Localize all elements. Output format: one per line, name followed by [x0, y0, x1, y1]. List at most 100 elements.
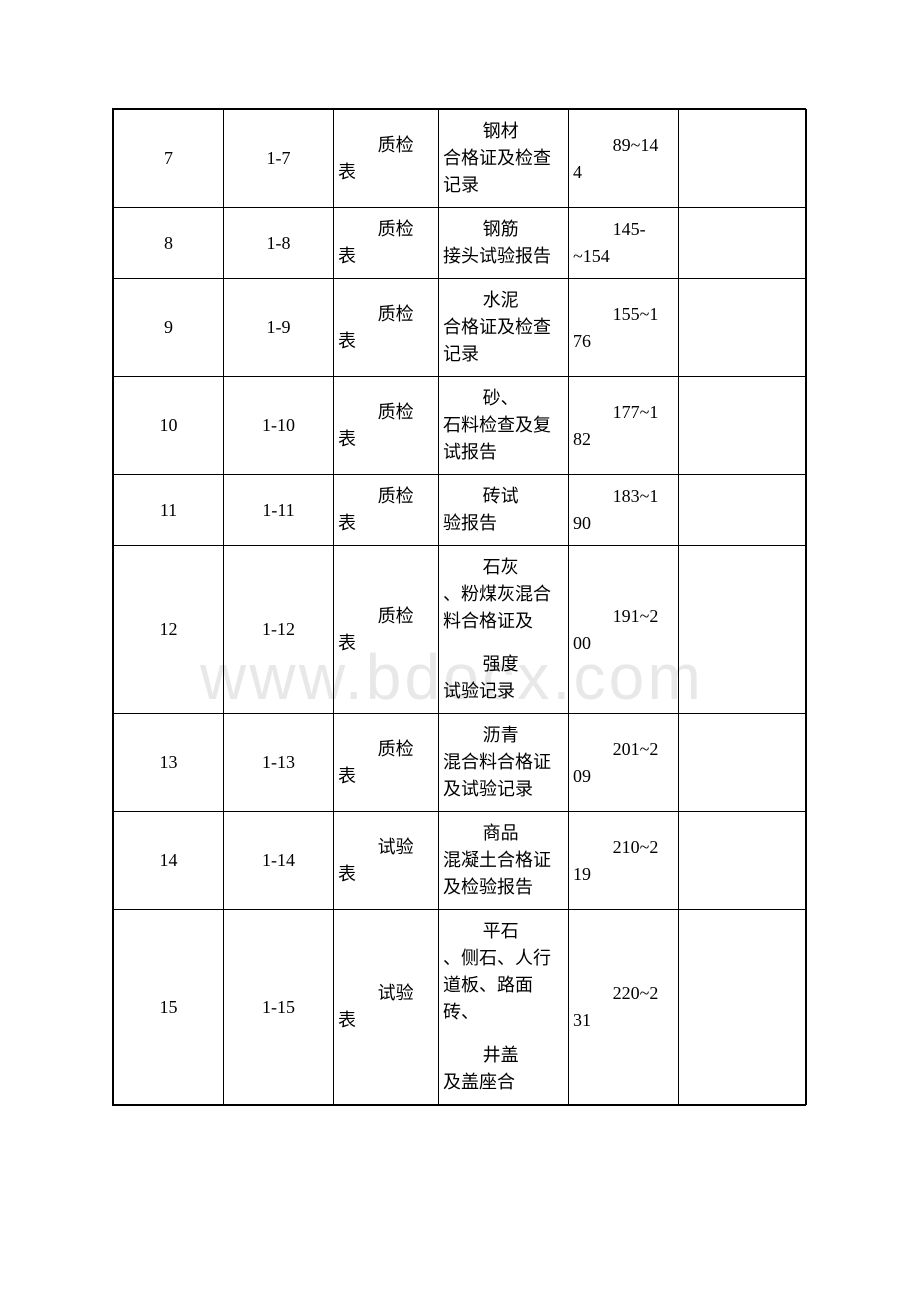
- cell-name-first: 砂、: [443, 385, 562, 412]
- cell-name-rest: 、侧石、人行道板、路面砖、: [443, 945, 562, 1026]
- cell-pages-line2: 00: [573, 630, 672, 657]
- table-row: 111-11质检表砖试验报告183~190: [114, 475, 807, 546]
- cell-remark: [679, 546, 807, 714]
- cell-category-line2: 表: [338, 630, 432, 657]
- cell-name: 钢材合格证及检查记录: [439, 110, 569, 208]
- cell-pages: 145-~154: [569, 208, 679, 279]
- cell-category-line2: 表: [338, 861, 432, 888]
- cell-seq: 13: [114, 714, 224, 812]
- cell-name-extra-rest: 及盖座合: [443, 1069, 562, 1096]
- cell-name: 钢筋接头试验报告: [439, 208, 569, 279]
- cell-code: 1-14: [224, 812, 334, 910]
- cell-code: 1-8: [224, 208, 334, 279]
- cell-pages-line1: 220~2: [573, 980, 672, 1007]
- cell-name-first: 平石: [443, 918, 562, 945]
- cell-pages-line1: 155~1: [573, 301, 672, 328]
- cell-remark: [679, 475, 807, 546]
- cell-seq: 9: [114, 279, 224, 377]
- cell-pages: 210~219: [569, 812, 679, 910]
- cell-pages-line2: 76: [573, 328, 672, 355]
- document-table-container: 71-7质检表钢材合格证及检查记录89~14481-8质检表钢筋接头试验报告14…: [112, 108, 806, 1106]
- cell-name-rest: 混合料合格证及试验记录: [443, 749, 562, 803]
- cell-name-first: 钢筋: [443, 216, 562, 243]
- cell-name-rest: 合格证及检查记录: [443, 145, 562, 199]
- cell-name: 砖试验报告: [439, 475, 569, 546]
- cell-pages-line1: 210~2: [573, 834, 672, 861]
- cell-category-line1: 质检: [338, 301, 432, 328]
- cell-category: 质检表: [334, 279, 439, 377]
- cell-remark: [679, 279, 807, 377]
- cell-category: 质检表: [334, 475, 439, 546]
- cell-remark: [679, 110, 807, 208]
- cell-category-line1: 质检: [338, 483, 432, 510]
- cell-pages-line2: 82: [573, 426, 672, 453]
- cell-category-line1: 质检: [338, 399, 432, 426]
- cell-pages-line2: 09: [573, 763, 672, 790]
- cell-pages-line2: 4: [573, 159, 672, 186]
- cell-pages-line1: 177~1: [573, 399, 672, 426]
- cell-name: 沥青混合料合格证及试验记录: [439, 714, 569, 812]
- cell-category-line2: 表: [338, 1007, 432, 1034]
- cell-pages: 177~182: [569, 377, 679, 475]
- cell-category-line2: 表: [338, 243, 432, 270]
- cell-pages-line2: 31: [573, 1007, 672, 1034]
- table-row: 81-8质检表钢筋接头试验报告145-~154: [114, 208, 807, 279]
- cell-seq: 15: [114, 910, 224, 1105]
- cell-name: 商品混凝土合格证及检验报告: [439, 812, 569, 910]
- cell-category: 试验表: [334, 910, 439, 1105]
- cell-name-rest: 、粉煤灰混合料合格证及: [443, 581, 562, 635]
- cell-code: 1-9: [224, 279, 334, 377]
- cell-category-line1: 试验: [338, 834, 432, 861]
- cell-category: 质检表: [334, 208, 439, 279]
- cell-pages-line1: 191~2: [573, 603, 672, 630]
- cell-pages-line1: 183~1: [573, 483, 672, 510]
- cell-name: 水泥合格证及检查记录: [439, 279, 569, 377]
- table-row: 71-7质检表钢材合格证及检查记录89~144: [114, 110, 807, 208]
- cell-name-extra-rest: 试验记录: [443, 678, 562, 705]
- document-table: 71-7质检表钢材合格证及检查记录89~14481-8质检表钢筋接头试验报告14…: [113, 109, 807, 1105]
- cell-pages: 89~144: [569, 110, 679, 208]
- table-row: 151-15试验表平石、侧石、人行道板、路面砖、井盖及盖座合220~231: [114, 910, 807, 1105]
- cell-name-rest: 接头试验报告: [443, 243, 562, 270]
- cell-category-line2: 表: [338, 159, 432, 186]
- cell-name-rest: 混凝土合格证及检验报告: [443, 847, 562, 901]
- cell-category: 质检表: [334, 546, 439, 714]
- cell-category-line2: 表: [338, 426, 432, 453]
- cell-code: 1-7: [224, 110, 334, 208]
- cell-category: 质检表: [334, 714, 439, 812]
- cell-name: 平石、侧石、人行道板、路面砖、井盖及盖座合: [439, 910, 569, 1105]
- cell-seq: 7: [114, 110, 224, 208]
- cell-category-line2: 表: [338, 328, 432, 355]
- cell-name: 石灰、粉煤灰混合料合格证及强度试验记录: [439, 546, 569, 714]
- table-row: 131-13质检表沥青混合料合格证及试验记录201~209: [114, 714, 807, 812]
- cell-name-first: 钢材: [443, 118, 562, 145]
- cell-name-rest: 合格证及检查记录: [443, 314, 562, 368]
- cell-pages: 191~200: [569, 546, 679, 714]
- cell-remark: [679, 714, 807, 812]
- cell-category-line1: 质检: [338, 603, 432, 630]
- cell-seq: 14: [114, 812, 224, 910]
- cell-seq: 10: [114, 377, 224, 475]
- cell-seq: 8: [114, 208, 224, 279]
- cell-category-line2: 表: [338, 763, 432, 790]
- table-row: 141-14试验表商品混凝土合格证及检验报告210~219: [114, 812, 807, 910]
- cell-seq: 12: [114, 546, 224, 714]
- cell-remark: [679, 208, 807, 279]
- cell-code: 1-11: [224, 475, 334, 546]
- cell-name-extra-first: 强度: [443, 651, 562, 678]
- cell-name-first: 石灰: [443, 554, 562, 581]
- cell-pages-line2: ~154: [573, 243, 672, 270]
- cell-code: 1-10: [224, 377, 334, 475]
- cell-category-line1: 质检: [338, 216, 432, 243]
- cell-name-extra-first: 井盖: [443, 1042, 562, 1069]
- cell-code: 1-15: [224, 910, 334, 1105]
- cell-pages: 201~209: [569, 714, 679, 812]
- table-row: 101-10质检表砂、石料检查及复试报告177~182: [114, 377, 807, 475]
- cell-pages-line1: 89~14: [573, 132, 672, 159]
- cell-name: 砂、石料检查及复试报告: [439, 377, 569, 475]
- cell-pages: 155~176: [569, 279, 679, 377]
- cell-name-first: 水泥: [443, 287, 562, 314]
- cell-name-first: 沥青: [443, 722, 562, 749]
- cell-remark: [679, 812, 807, 910]
- table-row: 91-9质检表水泥合格证及检查记录155~176: [114, 279, 807, 377]
